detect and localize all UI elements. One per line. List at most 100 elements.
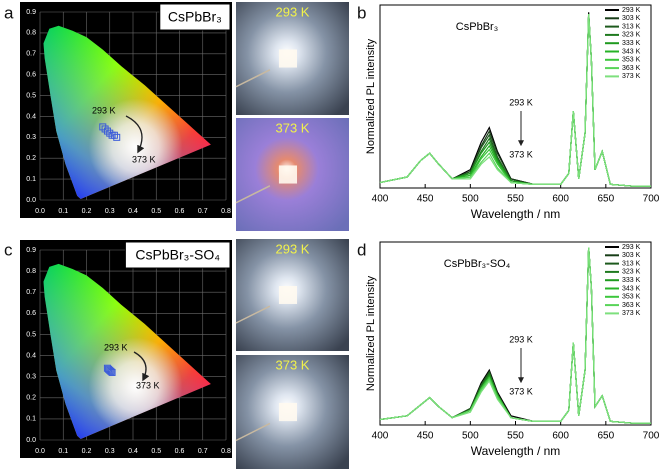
x-tick-label: 0.4 [128,448,138,455]
x-tick-label: 0.3 [105,448,115,455]
x-tick-label: 0.7 [198,448,208,455]
led-chip [278,165,298,184]
cie-point [113,133,121,141]
x-tick-label: 0.1 [58,208,68,215]
x-tick-label: 600 [552,194,569,205]
cie-locus-white [43,263,211,439]
wire [235,69,271,88]
x-tick-label: 400 [372,431,389,442]
y-axis-label: Normalized PL intensity [365,275,377,391]
y-tick-label: 0.9 [26,247,36,254]
y-tick-label: 0.4 [26,352,36,359]
x-tick-label: 0.8 [221,208,231,215]
y-tick-label: 0.1 [26,416,36,423]
x-tick-label: 400 [372,194,389,205]
led-chip [278,286,298,304]
photo-label: 373 K [276,357,310,372]
wire [235,305,271,324]
legend-label: 333 K [622,277,641,284]
x-tick-label: 700 [643,431,660,442]
x-tick-label: 650 [597,431,614,442]
x-tick-label: 0.0 [35,448,45,455]
x-tick-label: 0.5 [151,448,161,455]
legend-label: 363 K [622,65,641,72]
cie-point [103,127,111,135]
spectrum-line [379,14,651,187]
sample-label: CsPbBr₃-SO₄ [444,258,511,270]
annotation: 373 K [509,149,533,159]
led-chip [278,49,298,68]
x-tick-label: 650 [597,194,614,205]
legend-label: 373 K [622,310,641,317]
legend-label: 343 K [622,48,641,55]
x-tick-label: 0.2 [82,208,92,215]
x-tick-label: 500 [462,431,479,442]
arrow [125,115,145,154]
annotation: 293 K [509,334,533,344]
legend-label: 323 K [622,269,641,276]
x-tick-label: 0.4 [128,208,138,215]
x-tick-label: 500 [462,194,479,205]
x-tick-label: 600 [552,431,569,442]
legend-label: 313 K [622,260,641,267]
x-axis-label: Wavelength / nm [471,207,561,221]
y-tick-label: 0.0 [26,437,36,444]
cie-point [108,368,116,376]
y-tick-label: 0.5 [26,92,36,99]
legend-label: 343 K [622,285,641,292]
spectrum-line [379,247,651,424]
x-tick-label: 550 [507,194,524,205]
panel-letter: a [4,3,14,22]
legend-label: 333 K [622,40,641,47]
x-tick-label: 0.3 [105,208,115,215]
y-tick-label: 0.5 [26,331,36,338]
y-tick-label: 0.3 [26,374,36,381]
x-tick-label: 450 [417,194,434,205]
cie-point [107,367,115,375]
sample-label: CsPbBr₃ [456,21,498,33]
cie-point [110,131,118,139]
wire [235,422,271,442]
panel-letter: d [357,240,366,259]
legend-label: 373 K [622,73,641,80]
panel-letter: c [4,240,13,259]
y-tick-label: 0.8 [26,30,36,37]
annotation: 293 K [509,97,533,107]
x-tick-label: 700 [643,194,660,205]
x-tick-label: 0.6 [175,448,185,455]
sample-label: CsPbBr₃-SO₄ [135,247,220,263]
y-tick-label: 0.1 [26,176,36,183]
photo-label: 293 K [276,4,310,19]
cie-point [99,123,107,131]
led-chip [278,402,298,422]
x-tick-label: 0.6 [175,208,185,215]
annotation: 373 K [509,386,533,396]
annotation: 293 K [92,105,116,115]
y-tick-label: 0.7 [26,289,36,296]
cie-point [106,129,114,137]
y-tick-label: 0.2 [26,155,36,162]
x-tick-label: 0.8 [221,448,231,455]
legend-label: 313 K [622,23,641,30]
x-tick-label: 0.2 [82,448,92,455]
y-tick-label: 0.6 [26,72,36,79]
legend-label: 323 K [622,32,641,39]
photo-label: 373 K [276,120,310,135]
y-tick-label: 0.7 [26,51,36,58]
legend-label: 353 K [622,294,641,301]
label-box [124,241,231,269]
y-tick-label: 0.8 [26,268,36,275]
x-axis-label: Wavelength / nm [471,444,561,458]
legend-label: 353 K [622,57,641,64]
wire [235,185,271,204]
y-tick-label: 0.3 [26,134,36,141]
sample-label: CsPbBr₃ [168,9,222,25]
annotation: 293 K [104,342,128,352]
x-tick-label: 0.5 [151,208,161,215]
y-tick-label: 0.9 [26,9,36,16]
y-tick-label: 0.4 [26,113,36,120]
legend-label: 303 K [622,252,641,259]
cie-locus-white [43,25,211,199]
